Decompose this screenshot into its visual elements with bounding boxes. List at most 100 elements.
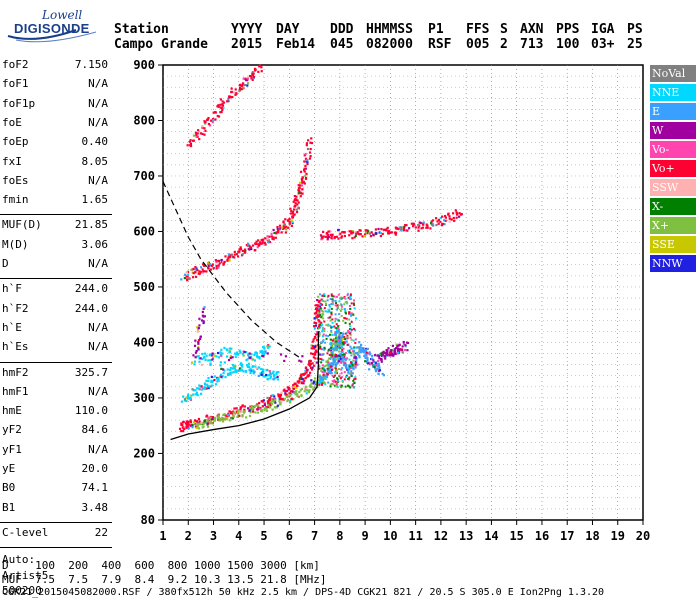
echo-point [334, 317, 337, 320]
echo-point [396, 345, 399, 348]
echo-point [276, 404, 279, 407]
header-col-value: Feb14 [276, 37, 316, 52]
panel-divider [0, 278, 112, 280]
echo-point [352, 368, 355, 371]
echo-point [231, 356, 234, 359]
echo-point [355, 346, 358, 349]
echo-point [314, 351, 317, 355]
echo-point [382, 350, 385, 353]
echo-point [334, 380, 337, 383]
echo-point [398, 348, 401, 351]
echo-point [221, 104, 225, 107]
echo-point [236, 255, 240, 258]
echo-point [318, 332, 321, 335]
echo-point [279, 353, 283, 356]
echo-point [329, 356, 332, 359]
echo-point [330, 311, 333, 314]
echo-point [350, 370, 353, 373]
echo-point [288, 401, 292, 404]
echo-point [350, 362, 353, 365]
echo-point [266, 400, 269, 403]
echo-point [401, 351, 404, 354]
echo-point [377, 362, 380, 365]
echo-point [330, 331, 333, 334]
echo-point [405, 229, 408, 232]
echo-point [316, 339, 319, 342]
echo-point [211, 417, 214, 420]
echo-point [321, 374, 324, 378]
echo-point [276, 231, 280, 234]
echo-point [333, 295, 336, 298]
echo-point [267, 241, 270, 244]
param-name: C-level [2, 525, 49, 539]
echo-point [422, 221, 425, 224]
echo-point [373, 365, 376, 369]
echo-point [329, 357, 332, 360]
echo-point [268, 406, 272, 409]
plot-frame [162, 64, 644, 521]
echo-point [328, 316, 331, 319]
echo-point [303, 182, 306, 185]
echo-point [180, 422, 183, 425]
echo-point [376, 354, 379, 357]
echo-point [334, 304, 337, 307]
echo-point [211, 352, 214, 355]
echo-point [271, 408, 274, 411]
echo-point [228, 95, 231, 98]
echo-point [307, 139, 310, 142]
echo-point [231, 371, 234, 374]
echo-point [223, 369, 226, 372]
echo-point [332, 295, 335, 298]
echo-point [252, 72, 255, 75]
echo-point [295, 390, 298, 393]
echo-point [251, 410, 255, 413]
echo-point [242, 354, 245, 357]
echo-point [353, 353, 356, 356]
echo-point [229, 416, 233, 419]
echo-point [227, 412, 230, 415]
echo-point [348, 311, 351, 314]
echo-point [335, 358, 338, 361]
echo-point [246, 364, 249, 367]
echo-point [383, 355, 386, 358]
echo-point [394, 231, 398, 234]
echo-point [354, 341, 357, 344]
echo-point [189, 396, 192, 399]
echo-point [216, 416, 220, 419]
echo-point [394, 347, 398, 350]
legend-item: X+ [650, 217, 696, 234]
echo-point [335, 384, 338, 387]
echo-point [185, 278, 189, 281]
echo-point [326, 238, 329, 241]
echo-point [370, 357, 374, 361]
echo-point [244, 369, 248, 373]
echo-point [319, 314, 322, 317]
echo-point [350, 298, 353, 301]
echo-point [336, 345, 339, 348]
echo-point [323, 381, 326, 384]
footer-muf-line: MUF 7.5 7.5 7.9 8.4 9.2 10.3 13.5 21.8 [… [2, 573, 327, 586]
echo-point [200, 266, 203, 269]
echo-point [344, 297, 347, 300]
echo-point [246, 365, 250, 368]
echo-point [245, 79, 248, 82]
echo-point [331, 351, 334, 354]
echo-point [192, 421, 195, 424]
echo-point [323, 346, 326, 349]
echo-point [338, 356, 341, 360]
x-tick-label: 19 [611, 529, 625, 543]
echo-point [320, 316, 323, 319]
echo-point [323, 320, 326, 323]
echo-point [346, 292, 349, 295]
echo-point [292, 200, 295, 203]
echo-point [223, 346, 226, 349]
echo-point [352, 379, 355, 382]
echo-point [343, 317, 346, 320]
echo-point [325, 334, 328, 337]
echo-point [374, 361, 377, 364]
echo-point [341, 355, 344, 358]
echo-point [306, 162, 309, 166]
echo-point [344, 309, 347, 312]
echo-point [249, 246, 253, 249]
echo-point [248, 74, 252, 78]
